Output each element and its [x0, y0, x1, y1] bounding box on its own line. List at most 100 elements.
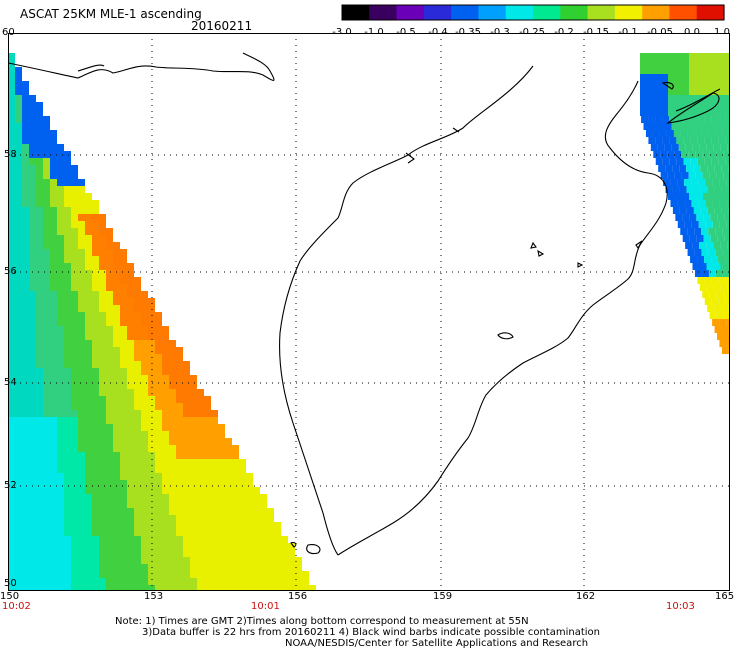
swath-cell: [8, 298, 15, 305]
swath-cell: [267, 543, 274, 550]
swath-cell: [8, 284, 15, 291]
swath-cell: [720, 242, 728, 249]
swath-cell: [85, 375, 92, 382]
swath-cell: [204, 543, 211, 550]
swath-cell: [169, 501, 176, 508]
swath-cell: [43, 144, 50, 151]
swath-cell: [711, 256, 719, 263]
swath-cell: [43, 186, 50, 193]
swath-cell: [8, 200, 15, 207]
swath-cell: [57, 291, 64, 298]
swath-cell: [127, 543, 134, 550]
swath-cell: [647, 53, 654, 60]
swath-cell: [155, 487, 162, 494]
swath-cell: [253, 529, 260, 536]
swath-cell: [211, 571, 218, 578]
swath-cell: [78, 550, 85, 557]
swath-cell: [725, 116, 730, 123]
swath-cell: [8, 368, 15, 375]
swath-cell: [120, 564, 127, 571]
color-scale-cell: [478, 5, 507, 20]
swath-cell: [708, 270, 716, 277]
swath-cell: [15, 396, 22, 403]
swath-cell: [113, 480, 120, 487]
swath-cell: [36, 102, 43, 109]
swath-cell: [85, 249, 92, 256]
swath-cell: [92, 487, 99, 494]
swath-cell: [29, 186, 36, 193]
swath-cell: [64, 242, 71, 249]
swath-cell: [106, 487, 113, 494]
swath-cell: [57, 228, 64, 235]
swath-cell: [57, 550, 64, 557]
swath-cell: [204, 557, 211, 564]
swath-cell: [15, 564, 22, 571]
swath-cell: [22, 557, 29, 564]
swath-cell: [22, 172, 29, 179]
swath-cell: [661, 102, 668, 109]
swath-cell: [204, 571, 211, 578]
swath-cell: [717, 235, 725, 242]
swath-cell: [141, 403, 148, 410]
swath-cell: [712, 200, 720, 207]
swath-cell: [169, 445, 176, 452]
swath-cell: [22, 123, 29, 130]
swath-cell: [29, 529, 36, 536]
swath-cell: [218, 487, 225, 494]
swath-cell: [57, 256, 64, 263]
swath-cell: [162, 529, 169, 536]
swath-cell: [92, 550, 99, 557]
swath-cell: [15, 298, 22, 305]
swath-cell: [661, 74, 668, 81]
swath-cell: [85, 522, 92, 529]
swath-cell: [183, 452, 190, 459]
swath-cell: [43, 319, 50, 326]
swath-cell: [155, 417, 162, 424]
swath-cell: [99, 494, 106, 501]
swath-cell: [85, 501, 92, 508]
swath-cell: [15, 291, 22, 298]
swath-cell: [246, 529, 253, 536]
color-scale-bar: [341, 4, 725, 21]
swath-cell: [85, 200, 92, 207]
swath-cell: [134, 515, 141, 522]
swath-cell: [36, 242, 43, 249]
swath-cell: [127, 487, 134, 494]
swath-cell: [211, 424, 218, 431]
swath-cell: [197, 585, 204, 591]
swath-cell: [176, 473, 183, 480]
swath-cell: [225, 564, 232, 571]
swath-cell: [169, 368, 176, 375]
swath-cell: [703, 74, 710, 81]
swath-cell: [700, 207, 708, 214]
swath-cell: [64, 410, 71, 417]
swath-cell: [127, 578, 134, 585]
swath-cell: [64, 165, 71, 172]
swath-cell: [684, 179, 692, 186]
swath-cell: [43, 424, 50, 431]
swath-cell: [57, 242, 64, 249]
swath-cell: [176, 564, 183, 571]
swath-cell: [148, 459, 155, 466]
swath-cell: [57, 424, 64, 431]
swath-cell: [183, 389, 190, 396]
swath-cell: [197, 487, 204, 494]
swath-cell: [204, 536, 211, 543]
swath-cell: [8, 431, 15, 438]
swath-cell: [43, 312, 50, 319]
swath-cell: [699, 263, 707, 270]
swath-cell: [29, 515, 36, 522]
swath-cell: [92, 543, 99, 550]
swath-cell: [64, 193, 71, 200]
swath-cell: [29, 550, 36, 557]
swath-cell: [71, 550, 78, 557]
swath-cell: [50, 179, 57, 186]
swath-cell: [127, 508, 134, 515]
swath-cell: [169, 564, 176, 571]
swath-cell: [684, 221, 692, 228]
color-scale-label: -0.2: [554, 27, 574, 38]
swath-cell: [85, 578, 92, 585]
swath-cell: [260, 557, 267, 564]
swath-cell: [714, 207, 722, 214]
swath-cell: [127, 459, 134, 466]
